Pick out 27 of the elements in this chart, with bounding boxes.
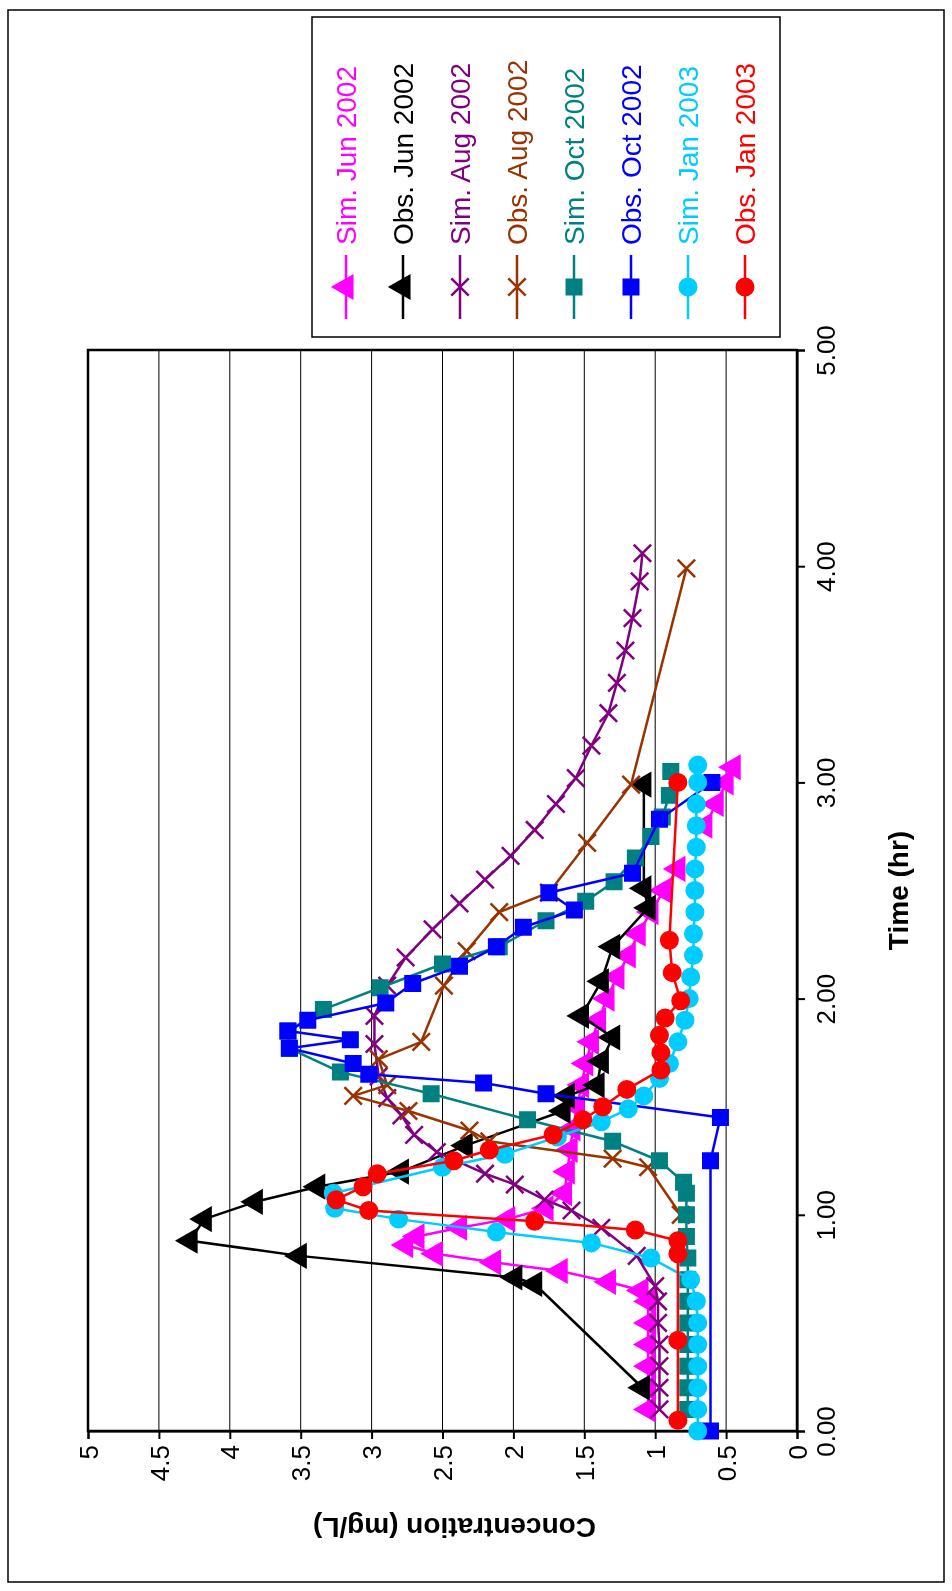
x-tick-label: 4: [215, 1445, 246, 1460]
x-tick-label: 5: [73, 1445, 104, 1460]
y-tick-label: 4.00: [810, 541, 841, 592]
y-tick-label: 5.00: [810, 325, 841, 376]
y-tick-label: 2.00: [810, 973, 841, 1025]
text: Obs. Jan 2003: [729, 62, 761, 245]
x-tick-label: 1: [640, 1445, 671, 1460]
text: Obs. Oct 2002: [615, 64, 647, 245]
y-tick-label: 1.00: [810, 1190, 841, 1241]
x-tick-label: 3.5: [286, 1445, 317, 1482]
x-tick-label: 2: [499, 1445, 529, 1460]
x-tick-label: 1.5: [569, 1445, 600, 1482]
x-tick-label: 2.5: [428, 1445, 459, 1482]
text: Sim. Jun 2002: [330, 66, 362, 245]
x-tick-label: 0: [782, 1445, 813, 1460]
x-tick-label: 0.5: [711, 1445, 742, 1482]
text: Sim. Aug 2002: [444, 62, 476, 245]
text: Obs. Aug 2002: [501, 59, 533, 245]
x-tick-label: 4.5: [144, 1445, 175, 1482]
x-tick-label: 3: [357, 1445, 388, 1460]
text: Sim. Oct 2002: [558, 67, 590, 245]
text: Obs. Jun 2002: [387, 62, 419, 245]
y-axis-title: Time (hr): [882, 830, 914, 951]
text: Sim. Jan 2003: [672, 66, 704, 245]
y-tick-label: 0.00: [810, 1406, 841, 1457]
y-tick-label: 3.00: [810, 757, 841, 809]
x-axis-title: Concentration (mg/L): [312, 1512, 597, 1544]
